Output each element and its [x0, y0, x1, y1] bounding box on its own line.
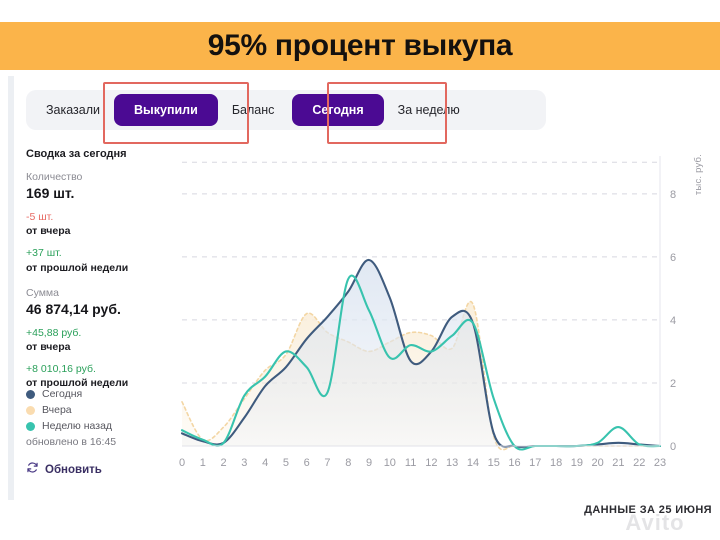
refresh-icon: [26, 461, 39, 479]
svg-text:15: 15: [488, 457, 500, 469]
svg-text:18: 18: [550, 457, 562, 469]
svg-text:21: 21: [612, 457, 624, 469]
legend-dot-yesterday: [26, 405, 35, 415]
legend-dot-lastweek: [26, 421, 35, 431]
app-card: Заказали Выкупили Баланс Сегодня За неде…: [8, 76, 712, 500]
svg-text:20: 20: [592, 457, 604, 469]
svg-text:13: 13: [446, 457, 458, 469]
svg-text:3: 3: [241, 457, 247, 469]
svg-text:10: 10: [384, 457, 396, 469]
count-delta-yesterday-caption: от вчера: [26, 225, 71, 238]
sum-value: 46 874,14 руб.: [26, 300, 121, 317]
svg-text:16: 16: [508, 457, 520, 469]
legend-dot-today: [26, 389, 35, 399]
svg-text:7: 7: [324, 457, 330, 469]
sum-delta-yesterday-caption: от вчера: [26, 340, 71, 353]
updated-timestamp: обновлено в 16:45: [26, 436, 117, 448]
svg-text:12: 12: [425, 457, 437, 469]
count-delta-lastweek: +37 шт. от прошлой недели: [26, 246, 158, 274]
sum-delta-lastweek-value: +8 010,16 руб.: [26, 363, 96, 376]
summary-title: Сводка за сегодня: [26, 148, 127, 160]
svg-text:2: 2: [670, 378, 676, 390]
svg-text:5: 5: [283, 457, 289, 469]
count-delta-lastweek-value: +37 шт.: [26, 247, 62, 260]
banner-title: 95% процент выкупа: [207, 29, 513, 62]
svg-text:4: 4: [670, 315, 676, 327]
legend-item-lastweek: Неделю назад: [26, 420, 166, 432]
count-delta-yesterday-value: -5 шт.: [26, 211, 54, 223]
svg-text:0: 0: [179, 457, 185, 469]
sum-delta-yesterday-value: +45,88 руб.: [26, 326, 82, 339]
svg-text:14: 14: [467, 457, 479, 469]
chart-area: 0 2 4 6 8 0 1 2 3 4 5 6 7 8 9 10 11 12 13 14 15 16 17 18 19 20 21 2…: [160, 146, 706, 491]
tab-ordered[interactable]: Заказали: [46, 102, 101, 117]
svg-text:9: 9: [366, 457, 372, 469]
svg-text:23: 23: [654, 457, 666, 469]
svg-text:8: 8: [670, 189, 676, 201]
svg-text:17: 17: [529, 457, 541, 469]
chart-legend: Сегодня Вчера Неделю назад обновлено в 1…: [26, 388, 166, 479]
refresh-label: Обновить: [45, 464, 102, 476]
legend-label-lastweek: Неделю назад: [42, 420, 113, 432]
y-axis-unit-label: тыс. руб.: [693, 154, 704, 196]
refresh-button[interactable]: Обновить: [26, 461, 166, 479]
svg-text:11: 11: [405, 457, 416, 469]
legend-item-today: Сегодня: [26, 388, 166, 400]
svg-text:1: 1: [200, 457, 206, 469]
sum-delta-lastweek-caption: от прошлой недели: [26, 377, 129, 390]
svg-text:2: 2: [221, 457, 227, 469]
sum-delta-yesterday: +45,88 руб. от вчера: [26, 326, 158, 354]
svg-text:4: 4: [262, 457, 268, 469]
svg-text:6: 6: [304, 457, 310, 469]
left-rail: [8, 76, 14, 500]
count-value: 169 шт.: [26, 185, 75, 201]
count-delta-yesterday: -5 шт. от вчера: [26, 210, 158, 238]
sum-delta-lastweek: +8 010,16 руб. от прошлой недели: [26, 362, 158, 390]
count-delta-lastweek-caption: от прошлой недели: [26, 261, 129, 274]
tab-today[interactable]: Сегодня: [292, 93, 384, 127]
promo-banner: 95% процент выкупа: [0, 22, 720, 70]
svg-text:8: 8: [345, 457, 351, 469]
tab-week[interactable]: За неделю: [397, 102, 460, 117]
svg-text:6: 6: [670, 252, 676, 264]
svg-text:0: 0: [670, 441, 676, 453]
footer-note: ДАННЫЕ ЗА 25 ИЮНЯ: [584, 504, 712, 516]
svg-text:19: 19: [571, 457, 583, 469]
legend-item-yesterday: Вчера: [26, 404, 166, 416]
legend-label-yesterday: Вчера: [42, 404, 72, 416]
summary-panel: Сводка за сегодня Количество 169 шт. -5 …: [26, 148, 158, 398]
tab-purchased[interactable]: Выкупили: [114, 93, 218, 127]
sum-label: Сумма: [26, 286, 59, 299]
tab-balance[interactable]: Баланс: [231, 102, 275, 117]
count-label: Количество: [26, 171, 83, 183]
svg-text:22: 22: [633, 457, 645, 469]
legend-label-today: Сегодня: [42, 388, 83, 400]
tab-strip: Заказали Выкупили Баланс Сегодня За неде…: [26, 90, 546, 130]
